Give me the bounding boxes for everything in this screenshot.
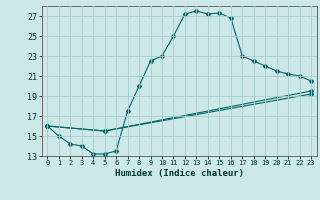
X-axis label: Humidex (Indice chaleur): Humidex (Indice chaleur) [115,169,244,178]
